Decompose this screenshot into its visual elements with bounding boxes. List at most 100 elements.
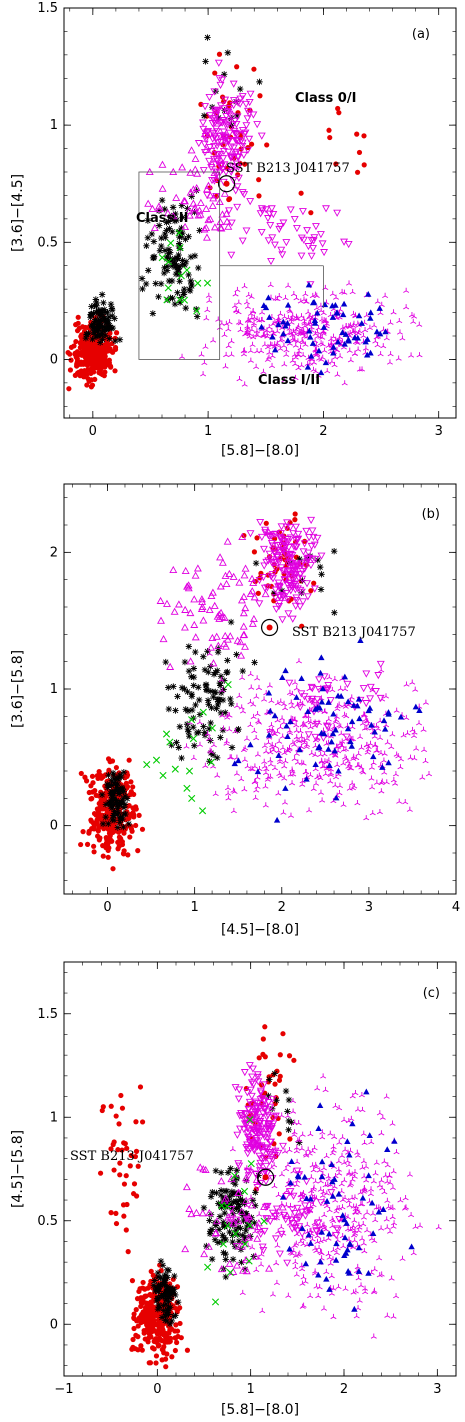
scatter-point (247, 1079, 256, 1087)
scatter-point (320, 324, 328, 330)
scatter-point (231, 760, 238, 767)
scatter-point (297, 588, 306, 596)
scatter-point (218, 676, 225, 683)
scatter-point (282, 1193, 291, 1201)
scatter-point (349, 1093, 356, 1099)
scatter-point (91, 320, 98, 327)
scatter-point (267, 539, 276, 548)
scatter-point (356, 1297, 363, 1303)
scatter-point (358, 320, 365, 326)
scatter-point (395, 355, 402, 361)
scatter-point (84, 346, 91, 352)
scatter-point (288, 615, 297, 623)
scatter-point (103, 845, 109, 851)
scatter-point (403, 681, 410, 687)
scatter-point (212, 174, 221, 183)
scatter-point (274, 1208, 281, 1214)
scatter-point (229, 1205, 236, 1212)
scatter-point (89, 789, 96, 795)
scatter-point (318, 240, 327, 248)
scatter-point (342, 733, 351, 741)
scatter-point (265, 739, 272, 745)
scatter-point (237, 320, 244, 326)
scatter-point (264, 1099, 273, 1107)
scatter-point (95, 323, 103, 331)
scatter-point (132, 1153, 139, 1160)
scatter-point (267, 749, 274, 755)
scatter-point (104, 308, 111, 316)
scatter-point (262, 1145, 269, 1151)
scatter-point (198, 1209, 207, 1217)
scatter-point (311, 1145, 318, 1151)
scatter-point (306, 685, 313, 692)
scatter-point (235, 1112, 244, 1120)
scatter-point (211, 1229, 220, 1237)
scatter-point (210, 693, 217, 701)
scatter-point (240, 348, 247, 354)
scatter-point (114, 805, 121, 812)
scatter-point (109, 769, 117, 777)
scatter-point (105, 854, 111, 860)
scatter-point (264, 237, 273, 245)
scatter-point (200, 149, 209, 157)
scatter-point (164, 284, 172, 292)
scatter-point (161, 230, 169, 238)
scatter-point (219, 1240, 228, 1248)
scatter-point (253, 363, 260, 369)
scatter-point (78, 332, 85, 338)
scatter-point (268, 697, 275, 704)
scatter-point (290, 1108, 297, 1114)
scatter-point (260, 331, 267, 337)
scatter-point (378, 779, 385, 786)
scatter-point (115, 801, 123, 808)
scatter-point (184, 688, 191, 695)
scatter-point (262, 1113, 271, 1121)
scatter-point (212, 790, 219, 797)
scatter-point (347, 357, 354, 363)
scatter-point (226, 1216, 235, 1225)
scatter-point (323, 1190, 330, 1196)
scatter-point (242, 1227, 250, 1234)
scatter-point (221, 1194, 230, 1202)
scatter-point (198, 602, 207, 611)
scatter-point (170, 683, 177, 690)
scatter-point (152, 280, 159, 287)
scatter-point (239, 1266, 247, 1274)
scatter-point (231, 1172, 239, 1180)
scatter-point (253, 735, 260, 741)
scatter-point (362, 700, 371, 708)
scatter-point (206, 758, 213, 765)
scatter-point (410, 318, 417, 324)
scatter-point (316, 1244, 323, 1251)
scatter-point (219, 726, 227, 734)
scatter-point (393, 1149, 400, 1155)
scatter-point (280, 538, 289, 546)
scatter-point (245, 316, 252, 322)
scatter-point (367, 1190, 374, 1197)
scatter-point (91, 342, 97, 349)
scatter-point (208, 704, 215, 712)
scatter-point (262, 206, 271, 214)
scatter-point (278, 251, 287, 259)
scatter-point (364, 336, 371, 342)
scatter-point (286, 1220, 293, 1226)
scatter-point (156, 1326, 162, 1332)
scatter-point (277, 534, 286, 542)
scatter-point (206, 1217, 213, 1224)
scatter-point (225, 569, 234, 577)
scatter-point (108, 796, 116, 804)
scatter-point (136, 812, 142, 818)
scatter-point (377, 351, 384, 357)
scatter-point (348, 718, 356, 725)
scatter-point (240, 1069, 249, 1077)
scatter-point (160, 1276, 167, 1284)
scatter-point (225, 136, 234, 145)
scatter-point (106, 335, 113, 342)
scatter-point (351, 783, 358, 789)
scatter-point (198, 807, 207, 815)
scatter-point (86, 830, 92, 836)
scatter-point (209, 1188, 216, 1196)
scatter-point (280, 1230, 287, 1236)
scatter-point (328, 358, 335, 364)
